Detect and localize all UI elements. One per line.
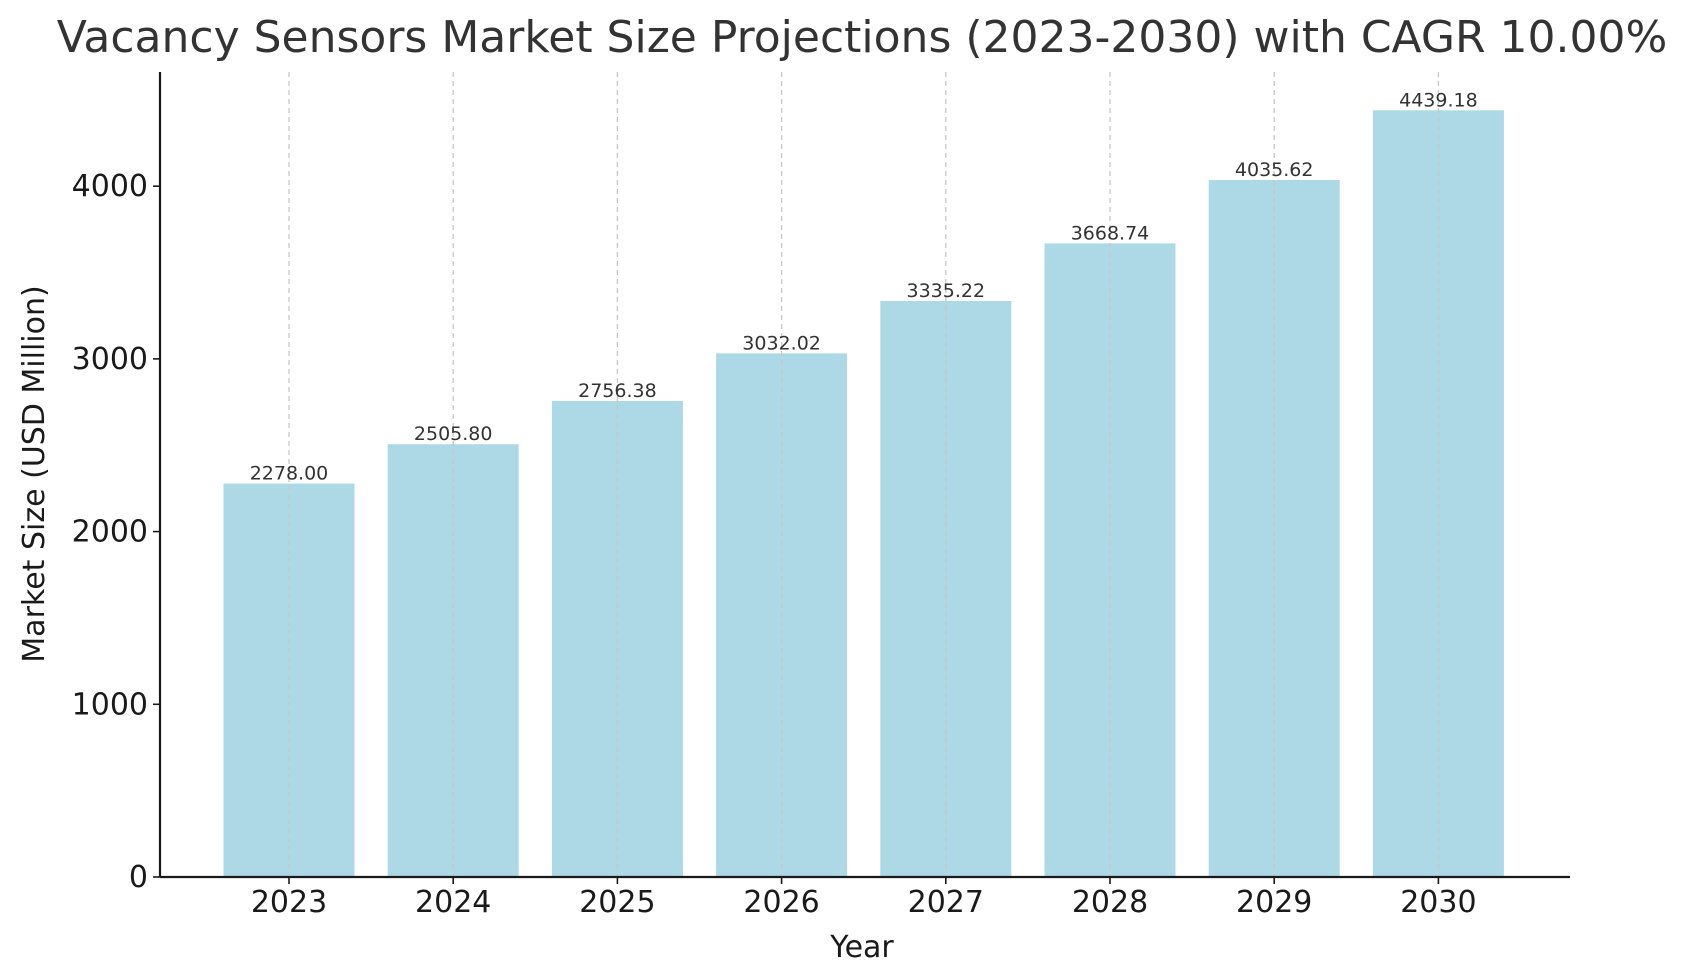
x-tick-label-2027: 2027: [908, 885, 984, 920]
y-axis-label: Market Size (USD Million): [17, 285, 52, 662]
data-label-2029: 4035.62: [1235, 159, 1314, 181]
y-tick-label-4000: 4000: [72, 169, 148, 204]
data-label-2025: 2756.38: [578, 380, 657, 402]
x-tick-label-2023: 2023: [251, 885, 327, 920]
y-tick-label-2000: 2000: [72, 515, 148, 550]
data-label-2023: 2278.00: [250, 463, 329, 485]
grid-overlay: [288, 72, 1440, 877]
y-tick-label-3000: 3000: [72, 342, 148, 377]
data-label-2026: 3032.02: [742, 332, 821, 354]
bar-2029: [1208, 180, 1340, 877]
x-tick-label-2024: 2024: [415, 885, 491, 920]
y-tick-label-0: 0: [129, 860, 148, 895]
data-label-2024: 2505.80: [414, 423, 493, 445]
bars-layer: [223, 110, 1504, 878]
y-tick-label-1000: 1000: [72, 687, 148, 722]
data-label-2027: 3335.22: [907, 280, 986, 302]
x-tick-label-2026: 2026: [743, 885, 819, 920]
y-axis-ticks: 0 1000 2000 3000 4000: [72, 169, 160, 895]
chart-title: Vacancy Sensors Market Size Projections …: [57, 12, 1668, 63]
x-tick-label-2029: 2029: [1236, 885, 1312, 920]
data-label-2028: 3668.74: [1071, 222, 1150, 244]
x-tick-label-2030: 2030: [1400, 885, 1476, 920]
x-tick-label-2028: 2028: [1072, 885, 1148, 920]
x-axis-label: Year: [829, 930, 894, 965]
data-labels: 2278.00 2505.80 2756.38 3032.02 3335.22 3668.…: [250, 89, 1478, 484]
data-label-2030: 4439.18: [1399, 89, 1478, 111]
x-axis-ticks: 2023 2024 2025 2026 2027 2028 2029 2030: [251, 877, 1477, 920]
x-tick-label-2025: 2025: [579, 885, 655, 920]
